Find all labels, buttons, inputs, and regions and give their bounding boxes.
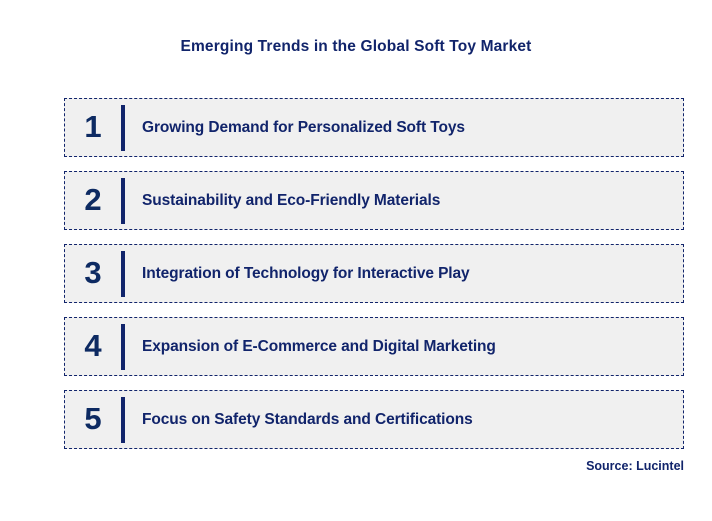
trend-label: Sustainability and Eco-Friendly Material… bbox=[142, 191, 441, 209]
divider-bar bbox=[121, 396, 125, 443]
trend-label: Integration of Technology for Interactiv… bbox=[142, 264, 470, 282]
trend-row: 1 Growing Demand for Personalized Soft T… bbox=[64, 98, 684, 157]
divider-bar bbox=[121, 250, 125, 297]
trend-label: Focus on Safety Standards and Certificat… bbox=[142, 410, 473, 428]
trend-row: 4 Expansion of E-Commerce and Digital Ma… bbox=[64, 317, 684, 376]
source-attribution: Source: Lucintel bbox=[586, 459, 684, 473]
trend-label: Expansion of E-Commerce and Digital Mark… bbox=[142, 337, 496, 355]
divider-bar bbox=[121, 323, 125, 370]
page-title: Emerging Trends in the Global Soft Toy M… bbox=[180, 38, 532, 55]
divider-bar bbox=[121, 177, 125, 224]
trend-row: 2 Sustainability and Eco-Friendly Materi… bbox=[64, 171, 684, 230]
trend-list: 1 Growing Demand for Personalized Soft T… bbox=[64, 98, 684, 463]
trend-row: 5 Focus on Safety Standards and Certific… bbox=[64, 390, 684, 449]
trend-number: 2 bbox=[84, 182, 102, 217]
divider-bar bbox=[121, 104, 125, 151]
trend-row: 3 Integration of Technology for Interact… bbox=[64, 244, 684, 303]
trend-number: 1 bbox=[84, 109, 102, 144]
trend-number: 3 bbox=[84, 255, 102, 290]
trend-label: Growing Demand for Personalized Soft Toy… bbox=[142, 118, 465, 136]
trend-number: 4 bbox=[84, 328, 102, 363]
trend-number: 5 bbox=[84, 401, 102, 436]
